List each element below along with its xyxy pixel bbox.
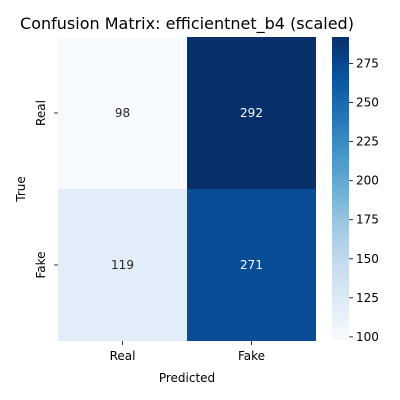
cell-value-label: 271 (240, 258, 263, 272)
x-tick-label: Real (110, 349, 136, 363)
y-axis-label: True (14, 176, 28, 203)
colorbar-tick-label: 100 (356, 330, 379, 344)
cell-value-label: 119 (111, 258, 134, 272)
cell-value-label: 292 (240, 106, 263, 120)
colorbar-tick-label: 175 (356, 213, 379, 227)
heatmap-grid: 98 292 119 271 (58, 37, 316, 341)
cell-value-label: 98 (115, 106, 130, 120)
x-axis-label: Predicted (159, 371, 215, 385)
colorbar (332, 37, 349, 340)
colorbar-tick-label: 150 (356, 252, 379, 266)
heatmap-cell (187, 189, 316, 341)
colorbar-tick-label: 225 (356, 135, 379, 149)
y-axis: Real Fake (34, 100, 58, 279)
colorbar-tick-label: 200 (356, 174, 379, 188)
heatmap-cell (58, 189, 187, 341)
chart-title: Confusion Matrix: efficientnet_b4 (scale… (20, 14, 354, 34)
heatmap-cell (58, 37, 187, 189)
heatmap-cell (187, 37, 316, 189)
x-tick-label: Fake (238, 349, 265, 363)
colorbar-tick-label: 275 (356, 57, 379, 71)
colorbar-tick-label: 250 (356, 96, 379, 110)
y-tick-label: Fake (34, 251, 48, 278)
y-tick-label: Real (34, 100, 48, 126)
colorbar-tick-label: 125 (356, 291, 379, 305)
colorbar-axis: 100 125 150 175 200 225 250 275 (349, 57, 379, 344)
x-axis: Real Fake (110, 341, 265, 363)
